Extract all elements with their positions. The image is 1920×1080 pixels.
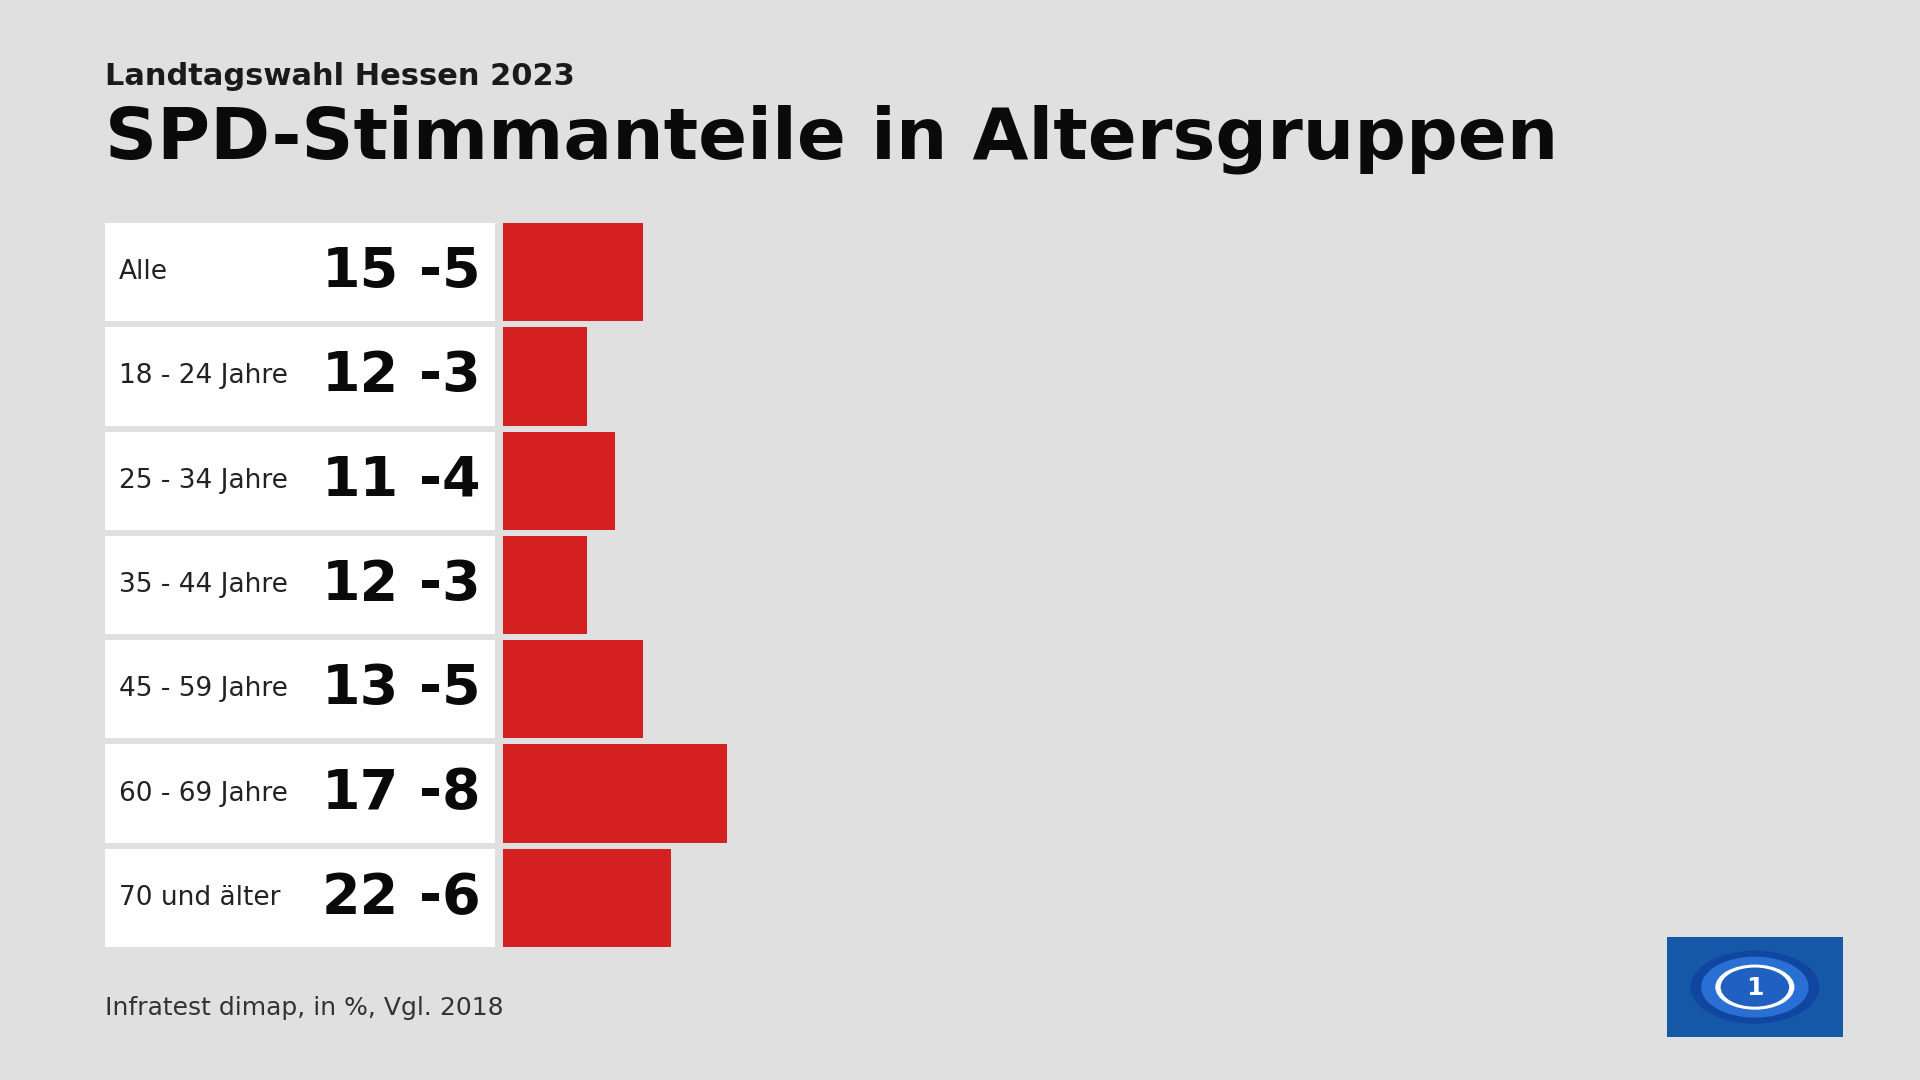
- Circle shape: [1701, 957, 1809, 1017]
- Text: Landtagswahl Hessen 2023: Landtagswahl Hessen 2023: [106, 62, 574, 91]
- Text: 17: 17: [321, 767, 399, 821]
- Text: 35 - 44 Jahre: 35 - 44 Jahre: [119, 572, 288, 598]
- Text: SPD-Stimmanteile in Altersgruppen: SPD-Stimmanteile in Altersgruppen: [106, 105, 1559, 175]
- Text: 15: 15: [321, 245, 399, 299]
- FancyBboxPatch shape: [106, 327, 495, 426]
- FancyBboxPatch shape: [503, 432, 614, 530]
- FancyBboxPatch shape: [106, 432, 495, 530]
- Text: Alle: Alle: [119, 259, 169, 285]
- Text: -6: -6: [419, 870, 480, 924]
- Text: 12: 12: [321, 350, 399, 404]
- FancyBboxPatch shape: [503, 222, 643, 321]
- Text: -8: -8: [419, 767, 480, 821]
- Text: 45 - 59 Jahre: 45 - 59 Jahre: [119, 676, 288, 702]
- Text: -3: -3: [419, 558, 480, 612]
- Text: 70 und älter: 70 und älter: [119, 885, 280, 910]
- Text: 11: 11: [321, 454, 399, 508]
- FancyBboxPatch shape: [503, 849, 670, 947]
- FancyBboxPatch shape: [106, 222, 495, 321]
- Text: 25 - 34 Jahre: 25 - 34 Jahre: [119, 468, 288, 494]
- Text: -3: -3: [419, 350, 480, 404]
- Text: 18 - 24 Jahre: 18 - 24 Jahre: [119, 364, 288, 390]
- Circle shape: [1722, 969, 1788, 1005]
- Text: 13: 13: [321, 662, 399, 716]
- FancyBboxPatch shape: [1659, 933, 1851, 1041]
- FancyBboxPatch shape: [503, 536, 588, 634]
- Text: 1: 1: [1745, 976, 1764, 1000]
- FancyBboxPatch shape: [503, 744, 728, 842]
- Text: -5: -5: [419, 662, 480, 716]
- FancyBboxPatch shape: [106, 744, 495, 842]
- Text: 22: 22: [321, 870, 399, 924]
- FancyBboxPatch shape: [106, 849, 495, 947]
- Circle shape: [1716, 966, 1793, 1009]
- Text: 12: 12: [321, 558, 399, 612]
- Text: 60 - 69 Jahre: 60 - 69 Jahre: [119, 781, 288, 807]
- Text: Infratest dimap, in %, Vgl. 2018: Infratest dimap, in %, Vgl. 2018: [106, 996, 503, 1020]
- Text: -5: -5: [419, 245, 480, 299]
- FancyBboxPatch shape: [106, 640, 495, 739]
- Circle shape: [1692, 951, 1818, 1023]
- Text: -4: -4: [419, 454, 480, 508]
- FancyBboxPatch shape: [503, 327, 588, 426]
- FancyBboxPatch shape: [106, 536, 495, 634]
- FancyBboxPatch shape: [503, 640, 643, 739]
